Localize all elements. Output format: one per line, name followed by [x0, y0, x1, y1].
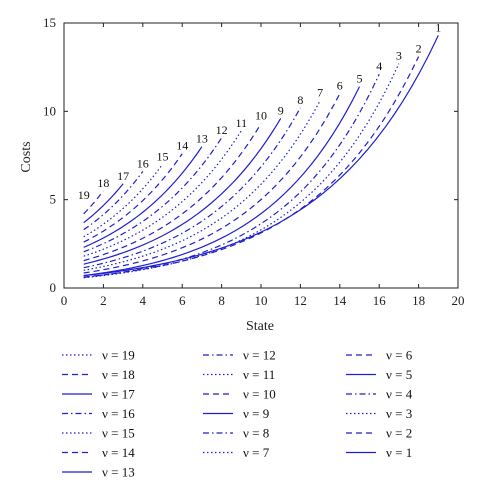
series-line: [83, 190, 104, 215]
plot-frame: [63, 22, 459, 289]
series-line: [83, 100, 321, 271]
legend-entry: ν = 4: [386, 387, 413, 402]
y-axis-label: Costs: [19, 141, 34, 172]
curve-label: 6: [337, 79, 343, 93]
curve-label: 16: [137, 156, 149, 170]
legend-entry: ν = 19: [102, 348, 135, 363]
x-tick-label: 6: [179, 293, 186, 308]
curve-label: 8: [297, 93, 303, 107]
y-tick-label: 10: [43, 103, 56, 118]
series-line: [83, 130, 242, 257]
x-axis-label: State: [246, 319, 274, 334]
y-tick-label: 0: [50, 280, 57, 295]
curve-label: 2: [416, 42, 422, 56]
x-tick-label: 4: [140, 293, 147, 308]
x-tick-label: 8: [218, 293, 225, 308]
x-tick-label: 10: [255, 293, 268, 308]
x-tick-label: 0: [61, 293, 68, 308]
curve-label: 1: [435, 20, 441, 34]
curve-label: 5: [357, 72, 363, 86]
series-line: [83, 35, 439, 277]
series-line: [83, 137, 223, 253]
legend-entry: ν = 9: [243, 406, 269, 421]
legend-entry: ν = 10: [243, 387, 276, 402]
legend-entry: ν = 15: [102, 426, 135, 441]
curve-label: 18: [97, 176, 109, 190]
legend-entry: ν = 11: [243, 367, 275, 382]
series-line: [83, 56, 420, 278]
curve-label: 9: [278, 103, 284, 117]
curve-label: 12: [216, 123, 228, 137]
legend-entry: ν = 8: [243, 426, 269, 441]
curve-label: 15: [157, 149, 169, 163]
x-tick-label: 12: [294, 293, 307, 308]
legend-entry: ν = 2: [386, 426, 412, 441]
legend-entry: ν = 18: [102, 367, 135, 382]
x-tick-label: 16: [373, 293, 387, 308]
series-line: [83, 63, 400, 279]
x-tick-label: 14: [333, 293, 347, 308]
y-tick-label: 15: [43, 15, 56, 30]
legend-entry: ν = 17: [102, 387, 135, 402]
legend-entry: ν = 3: [386, 406, 412, 421]
curve-label: 14: [176, 139, 188, 153]
series-line: [83, 171, 144, 231]
legend-entry: ν = 12: [243, 348, 276, 363]
curve-label: 19: [78, 188, 90, 202]
series-line: [83, 107, 301, 269]
curve-label: 13: [196, 132, 208, 146]
legend-entry: ν = 5: [386, 367, 412, 382]
legend: ν = 19 ν = 18 ν = 17 ν = 16 ν = 15 ν = 14 ν = …: [62, 348, 413, 480]
y-tick-label: 5: [50, 192, 57, 207]
x-tick-label: 20: [452, 293, 465, 308]
curve-label: 3: [396, 49, 402, 63]
legend-entry: ν = 13: [102, 465, 135, 480]
curve-label: 17: [117, 169, 129, 183]
series-line: [83, 118, 282, 265]
legend-entry: ν = 16: [102, 406, 135, 421]
series-line: [83, 146, 203, 248]
x-tick-label: 2: [100, 293, 107, 308]
series-line: [83, 183, 124, 224]
legend-entry: ν = 14: [102, 445, 135, 460]
curve-label: 7: [317, 86, 323, 100]
legend-entry: ν = 1: [386, 445, 412, 460]
series-line: [83, 86, 361, 277]
series-line: [83, 73, 380, 278]
series-line: [83, 93, 341, 274]
legend-entry: ν = 6: [386, 348, 413, 363]
curve-label: 10: [255, 109, 267, 123]
series-line: [83, 163, 163, 238]
curve-label: 4: [376, 59, 382, 73]
x-tick-label: 18: [412, 293, 425, 308]
legend-entry: ν = 7: [243, 445, 270, 460]
curve-label: 11: [236, 116, 248, 130]
series-line: [83, 123, 262, 262]
